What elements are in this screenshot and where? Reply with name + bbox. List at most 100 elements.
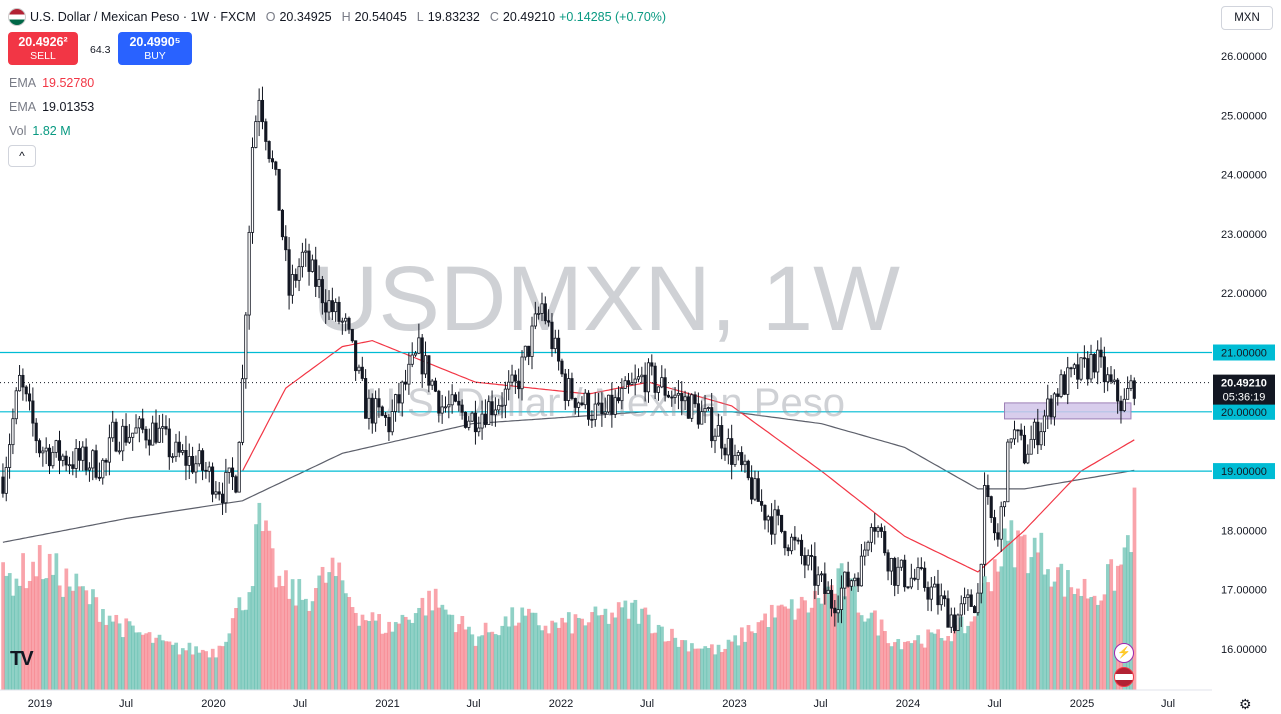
candle-body: [344, 317, 348, 322]
candle: [244, 312, 248, 389]
candle-body: [107, 437, 111, 463]
candle-body: [61, 455, 65, 461]
candle-body: [600, 402, 604, 415]
candle-body: [74, 448, 78, 469]
volume-bar: [433, 588, 438, 690]
volume-bar: [297, 579, 302, 690]
buy-button[interactable]: 20.4990⁵ BUY: [118, 32, 192, 65]
candle-body: [350, 328, 354, 342]
candle: [310, 254, 314, 273]
candle: [384, 412, 388, 427]
candle-body: [826, 589, 830, 594]
volume-bar: [1022, 534, 1027, 690]
candle-body: [144, 428, 148, 441]
volume-bar: [763, 613, 767, 690]
volume-bar: [613, 617, 618, 690]
candle-body: [1092, 354, 1096, 373]
indicator-volume[interactable]: Vol 1.82 M: [9, 124, 71, 138]
indicator-ema-fast[interactable]: EMA 19.52780: [9, 76, 94, 90]
candle-body: [1099, 349, 1103, 358]
candle: [227, 467, 231, 484]
candle: [1009, 438, 1013, 449]
volume-bar: [1092, 595, 1097, 690]
candle: [1129, 374, 1133, 392]
candle-body: [1106, 374, 1110, 383]
volume-bar: [1029, 557, 1034, 690]
x-tick-label: 2023: [722, 698, 746, 710]
candle: [773, 499, 777, 545]
volume-bar: [606, 623, 611, 690]
candle-body: [167, 428, 171, 458]
candle-body: [164, 426, 168, 430]
candle-body: [250, 147, 255, 233]
candle-body: [247, 231, 251, 316]
sell-button[interactable]: 20.4926² SELL: [8, 32, 78, 65]
candle-body: [37, 440, 42, 454]
candle: [1082, 345, 1086, 368]
lightning-icon[interactable]: ⚡: [1114, 643, 1134, 663]
volume-bar: [1096, 604, 1100, 690]
candle-body: [67, 464, 72, 467]
candle: [1032, 418, 1037, 449]
candle: [899, 559, 903, 571]
candle: [563, 368, 567, 410]
candle: [853, 573, 857, 587]
volume-bar: [909, 643, 914, 690]
candle-body: [956, 614, 960, 631]
candle: [104, 458, 108, 476]
candle: [916, 557, 920, 591]
candle: [630, 372, 634, 386]
symbol-title[interactable]: U.S. Dollar / Mexican Peso · 1W · FXCM: [30, 10, 256, 24]
candle-body: [370, 397, 374, 424]
volume-bar: [447, 614, 451, 690]
candle-body: [157, 427, 161, 443]
candle-body: [480, 413, 484, 429]
volume-bar: [127, 621, 132, 690]
volume-bar: [340, 580, 345, 690]
candle-body: [8, 444, 12, 468]
candle: [380, 405, 384, 417]
volume-bar: [304, 598, 308, 690]
volume-bar: [194, 646, 198, 690]
candle: [8, 433, 12, 479]
candle: [230, 457, 235, 491]
candle-body: [447, 404, 451, 408]
candle-body: [237, 441, 241, 493]
volume-bar: [883, 631, 887, 690]
candle-body: [1066, 367, 1070, 395]
candle: [986, 474, 990, 505]
candle: [979, 563, 983, 604]
candle: [31, 387, 35, 437]
candle-body: [999, 506, 1003, 540]
sell-price: 20.4926²: [18, 35, 68, 49]
candle: [267, 140, 271, 163]
x-tick-label: 2024: [896, 698, 920, 710]
candle-body: [633, 378, 637, 384]
candle-body: [1049, 398, 1053, 418]
candle-body: [187, 456, 191, 466]
volume-bar: [1052, 581, 1057, 690]
tradingview-logo[interactable]: TV: [10, 648, 34, 670]
candle-body: [656, 386, 661, 393]
gear-icon[interactable]: ⚙: [1239, 696, 1252, 712]
collapse-indicators-button[interactable]: ^: [8, 145, 36, 167]
volume-bar: [393, 622, 398, 690]
candle: [869, 523, 873, 553]
flag-icon[interactable]: [1114, 667, 1134, 687]
volume-bar: [27, 580, 32, 690]
candle: [1, 463, 5, 498]
x-tick-label: 2021: [375, 698, 399, 710]
volume-bar: [111, 621, 115, 690]
indicator-ema-slow[interactable]: EMA 19.01353: [9, 100, 94, 114]
candle-body: [314, 259, 318, 287]
currency-button[interactable]: MXN: [1221, 6, 1273, 30]
candle-body: [1059, 374, 1063, 397]
volume-bar: [866, 618, 871, 690]
candle: [387, 414, 391, 441]
candle: [1066, 356, 1070, 405]
candle: [770, 503, 774, 545]
candle-body: [736, 452, 740, 456]
bar-countdown: 05:36:19: [1223, 392, 1266, 404]
